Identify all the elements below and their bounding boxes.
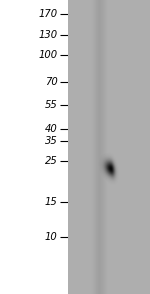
Text: 15: 15: [45, 197, 58, 207]
Text: 170: 170: [39, 9, 58, 19]
Text: 25: 25: [45, 156, 58, 166]
Text: 70: 70: [45, 77, 58, 87]
Text: 130: 130: [39, 30, 58, 40]
Text: 100: 100: [39, 50, 58, 60]
Text: 35: 35: [45, 136, 58, 146]
Text: 55: 55: [45, 100, 58, 110]
Text: 10: 10: [45, 232, 58, 242]
Text: 40: 40: [45, 124, 58, 134]
